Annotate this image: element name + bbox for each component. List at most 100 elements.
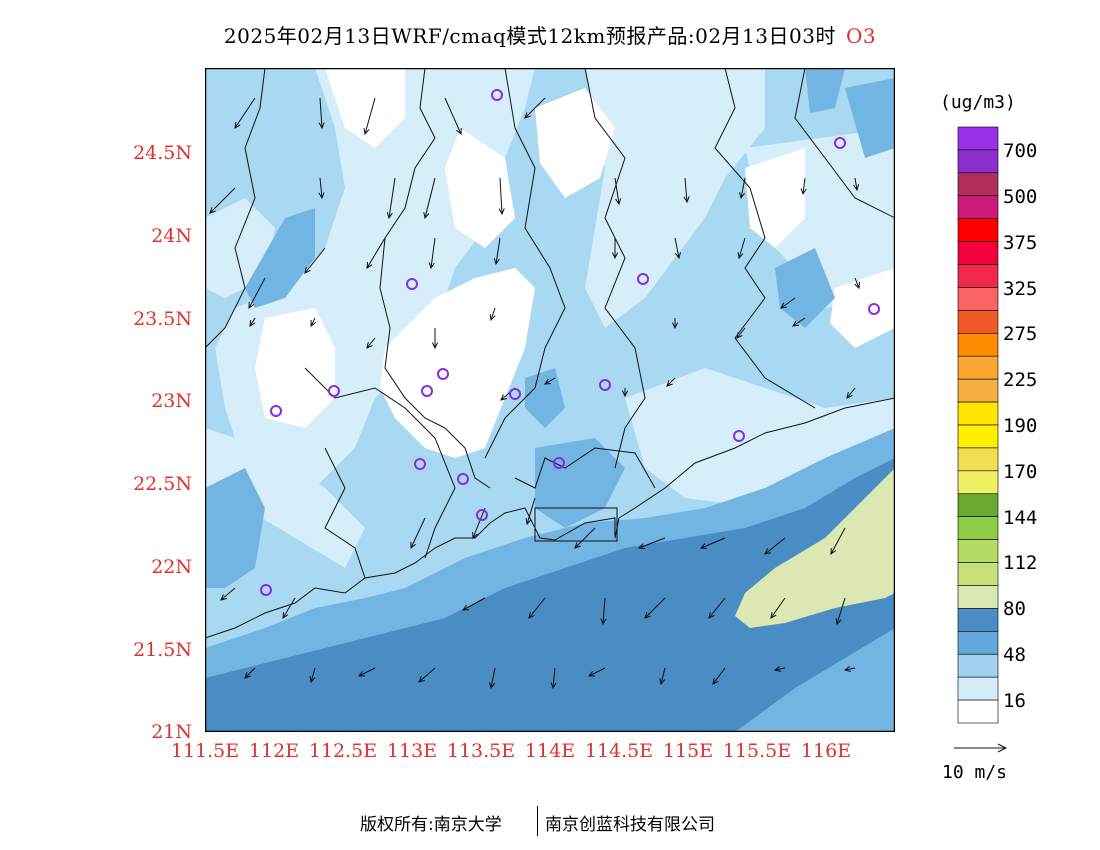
footer-copyright: 版权所有:南京大学 [360, 815, 502, 835]
wind-arrow [418, 667, 436, 683]
wind-arrow [700, 537, 726, 549]
concentration-lowest-areas [255, 68, 895, 458]
lon-label-113: 113E [386, 740, 438, 762]
wind-arrow [770, 597, 786, 619]
wind-arrow [544, 377, 556, 385]
wind-arrow-head [671, 322, 679, 330]
wind-arrow-head [310, 319, 317, 328]
colorbar-label-190: 190 [1003, 415, 1038, 437]
wind-arrow [740, 177, 746, 199]
wind-arrow-head [587, 670, 596, 677]
wind-arrow [854, 177, 858, 191]
wind-arrow [310, 667, 316, 683]
wind-arrow-head [830, 547, 837, 556]
wind-arrow-head [770, 611, 777, 619]
colorbar-swatch [957, 218, 999, 242]
wind-arrow [528, 597, 546, 619]
wind-arrow [319, 97, 323, 129]
lon-label-114-5: 114.5E [584, 740, 654, 762]
lon-label-115-5: 115.5E [722, 740, 792, 762]
wind-arrow-head [800, 188, 807, 196]
colorbar-swatch [957, 264, 999, 288]
map-frame [205, 68, 895, 732]
colorbar-label-500: 500 [1003, 186, 1038, 208]
wind-arrow [209, 187, 236, 214]
wind-arrow [248, 277, 266, 309]
wind-arrow-head [843, 665, 851, 672]
wind-arrow [666, 377, 676, 387]
colorbar-label-48: 48 [1003, 644, 1026, 666]
wind-arrow-head [304, 267, 311, 274]
wind-arrow-head [674, 252, 681, 260]
lon-label-113-5: 113.5E [446, 740, 516, 762]
wind-arrow [472, 507, 486, 539]
colorbar-swatch [957, 149, 999, 174]
colorbar-swatch [957, 447, 999, 472]
lon-label-112: 112E [248, 740, 300, 762]
colorbar-unit: (ug/m3) [940, 92, 1016, 113]
wind-arrow [526, 497, 536, 525]
colorbar-swatch [957, 401, 999, 426]
station-marker [328, 385, 340, 397]
wind-arrow-head [366, 342, 373, 349]
wind-arrow [854, 277, 860, 289]
wind-arrow-head [853, 184, 860, 192]
station-marker [491, 89, 503, 101]
wind-arrow-head [357, 670, 366, 677]
wind-arrow [366, 237, 386, 269]
station-marker [437, 368, 449, 380]
wind-arrow-head [550, 682, 557, 690]
colorbar-swatch [957, 585, 999, 609]
lat-label-22: 22N [151, 556, 192, 578]
wind-arrow [846, 387, 856, 399]
wind-arrow-head [846, 392, 853, 399]
wind-arrow [736, 327, 746, 339]
colorbar [957, 126, 999, 724]
wind-arrow-head [666, 380, 673, 387]
wind-arrow-head [461, 604, 470, 611]
colorbar-swatch [957, 470, 999, 495]
wind-arrow-head [737, 251, 744, 260]
wind-arrow-head [318, 192, 325, 200]
wind-arrow [282, 597, 296, 619]
colorbar-swatch [957, 195, 999, 219]
wind-arrow-head [615, 198, 622, 206]
lat-label-22-5: 22.5N [133, 473, 192, 495]
wind-arrow-head [428, 262, 435, 270]
wind-arrow [490, 667, 496, 689]
wind-arrow [358, 667, 376, 677]
wind-arrow [708, 597, 726, 619]
station-marker [414, 458, 426, 470]
wind-arrow-head [234, 121, 241, 129]
colorbar-label-275: 275 [1003, 323, 1038, 345]
wind-arrow [644, 597, 666, 619]
wind-arrow-head [386, 212, 393, 220]
lat-label-24: 24N [151, 225, 192, 247]
station-marker [733, 430, 745, 442]
colorbar-label-144: 144 [1003, 507, 1038, 529]
wind-arrow-head [600, 618, 607, 626]
colorbar-label-225: 225 [1003, 369, 1038, 391]
wind-arrow-head [792, 320, 800, 327]
wind-arrow-head [708, 612, 715, 619]
station-marker [553, 457, 565, 469]
station-marker [637, 273, 649, 285]
wind-arrow [830, 527, 846, 555]
colorbar-label-375: 375 [1003, 232, 1038, 254]
colorbar-swatch [957, 310, 999, 334]
sea-band [205, 458, 895, 732]
wind-arrow-head [249, 319, 256, 327]
station-marker [868, 303, 880, 315]
wind-arrow [774, 667, 786, 671]
colorbar-swatch [957, 493, 999, 517]
station-marker [457, 473, 469, 485]
wind-arrow-head [363, 128, 370, 136]
wind-arrow [738, 237, 746, 259]
wind-arrow [490, 307, 496, 321]
wind-arrow-head [366, 261, 373, 269]
wind-arrow-head [248, 301, 255, 310]
colorbar-swatch [957, 355, 999, 380]
wind-arrow [410, 517, 426, 549]
station-marker [834, 137, 846, 149]
wind-arrow-head [773, 665, 781, 672]
